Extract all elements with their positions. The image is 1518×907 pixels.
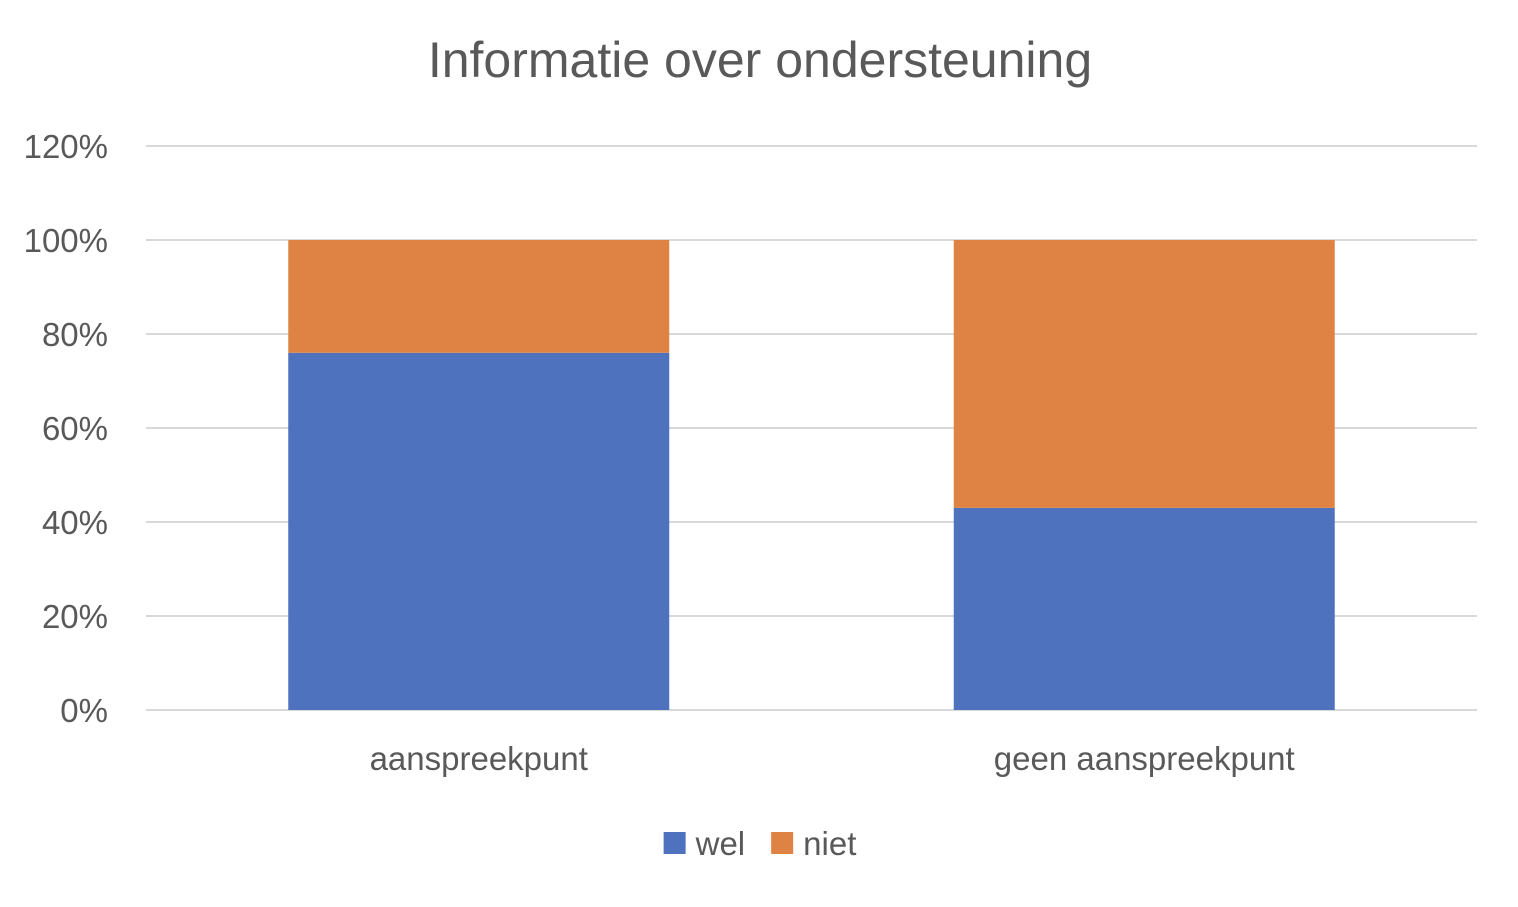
- x-category-label: aanspreekpunt: [370, 740, 588, 777]
- bars: [288, 240, 1335, 710]
- legend-swatch-wel: [663, 832, 686, 854]
- x-axis-category-labels: aanspreekpunt geen aanspreekpunt: [370, 740, 1295, 777]
- y-tick-label: 120%: [24, 128, 108, 165]
- bar-segment-niet: [288, 240, 670, 353]
- chart-title: Informatie over ondersteuning: [428, 32, 1092, 88]
- bar-segment-niet: [953, 240, 1335, 508]
- bar-segment-wel: [953, 507, 1335, 710]
- legend-label-niet: niet: [803, 825, 856, 862]
- y-tick-label: 80%: [42, 316, 108, 353]
- x-category-label: geen aanspreekpunt: [994, 740, 1295, 777]
- legend: wel niet: [663, 825, 856, 862]
- y-axis-tick-labels: 0% 20% 40% 60% 80% 100% 120%: [24, 128, 108, 729]
- legend-label-wel: wel: [695, 825, 746, 862]
- y-tick-label: 60%: [42, 410, 108, 447]
- y-tick-label: 40%: [42, 504, 108, 541]
- legend-swatch-niet: [771, 832, 794, 854]
- bar-segment-wel: [288, 352, 670, 710]
- y-tick-label: 100%: [24, 222, 108, 259]
- y-tick-label: 20%: [42, 598, 108, 635]
- y-tick-label: 0%: [60, 692, 108, 729]
